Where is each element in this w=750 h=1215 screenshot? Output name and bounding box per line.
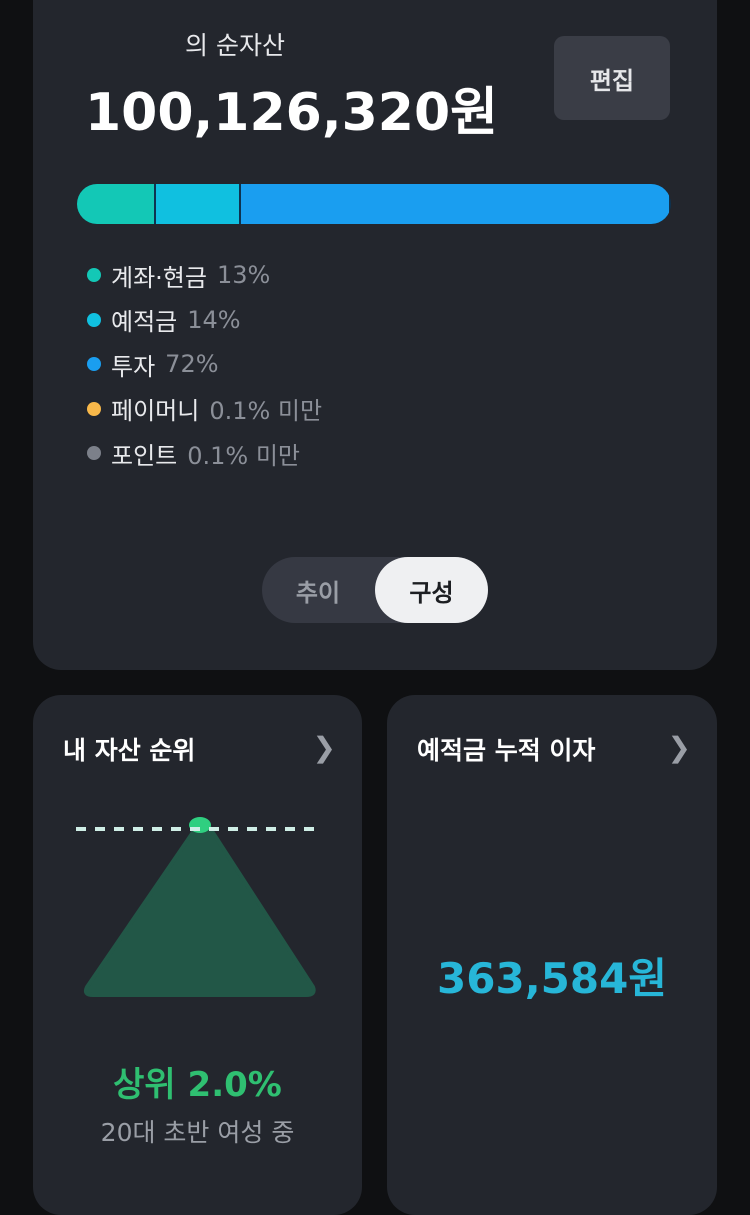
chevron-right-icon[interactable]: ❯ [312, 731, 336, 764]
legend-percent: 72% [165, 350, 219, 379]
interest-amount: 363,584원 [437, 954, 667, 1003]
legend-label: 예적금 [111, 308, 178, 337]
asset-rank-title: 내 자산 순위 [63, 736, 196, 765]
legend-item: 포인트 0.1% 미만 [87, 431, 322, 476]
legend-item: 계좌·현금 13% [87, 253, 322, 298]
legend-dot-icon [87, 312, 101, 327]
rank-group: 20대 초반 여성 중 [100, 1118, 295, 1147]
legend-item: 예적금 14% [87, 298, 322, 343]
edit-button[interactable]: 편집 [554, 36, 670, 120]
legend-label: 페이머니 [111, 397, 200, 426]
net-worth-card: 의 순자산 100,126,320원 편집 계좌·현금 13% 예적금 14% 투자 72… [33, 0, 717, 670]
rank-triangle [83, 817, 316, 997]
composition-bar [77, 184, 671, 224]
composition-legend: 계좌·현금 13% 예적금 14% 투자 72% 페이머니 0.1% 미만 포인트 0.1% 미만 [87, 253, 322, 476]
legend-label: 투자 [111, 352, 156, 381]
rank-percent: 상위 2.0% [113, 1065, 282, 1105]
legend-percent: 0.1% 미만 [209, 397, 323, 426]
legend-label: 포인트 [111, 441, 178, 470]
bar-segment [241, 184, 670, 224]
bar-segment [156, 184, 240, 224]
legend-dot-icon [87, 268, 101, 283]
rank-triangle-graphic [76, 817, 319, 997]
chevron-right-icon[interactable]: ❯ [667, 731, 691, 764]
net-worth-subtitle: 의 순자산 [185, 31, 285, 60]
legend-item: 페이머니 0.1% 미만 [87, 387, 322, 432]
toggle-composition[interactable]: 구성 [375, 557, 488, 623]
bar-segment [77, 184, 155, 224]
legend-dot-icon [87, 446, 101, 461]
legend-label: 계좌·현금 [111, 263, 207, 292]
legend-item: 투자 72% [87, 342, 322, 387]
view-toggle: 추이 구성 [262, 557, 488, 623]
legend-dot-icon [87, 401, 101, 416]
legend-percent: 13% [216, 261, 271, 290]
interest-card[interactable]: 예적금 누적 이자 ❯ 363,584원 [387, 695, 717, 1215]
interest-title: 예적금 누적 이자 [417, 736, 596, 765]
asset-rank-card[interactable]: 내 자산 순위 ❯ 상위 2.0% 20대 초반 여성 중 [33, 695, 362, 1215]
legend-percent: 0.1% 미만 [187, 441, 301, 470]
legend-percent: 14% [187, 305, 241, 334]
toggle-trend[interactable]: 추이 [295, 578, 341, 607]
net-worth-total: 100,126,320원 [85, 83, 498, 143]
legend-dot-icon [87, 357, 101, 372]
